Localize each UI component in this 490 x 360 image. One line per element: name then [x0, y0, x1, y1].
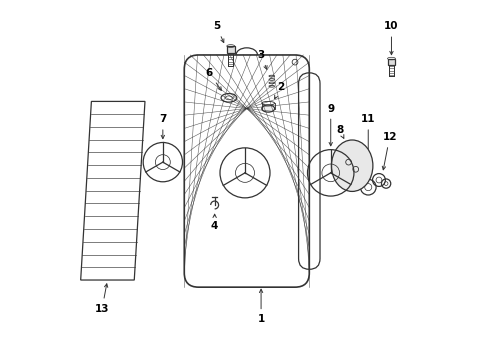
FancyBboxPatch shape: [227, 46, 235, 53]
Text: 8: 8: [336, 125, 344, 138]
Text: 5: 5: [213, 21, 224, 42]
Text: 1: 1: [257, 289, 265, 324]
Text: 4: 4: [211, 214, 219, 231]
Text: 13: 13: [95, 284, 109, 314]
Text: 3: 3: [257, 50, 267, 69]
Ellipse shape: [262, 105, 275, 112]
Ellipse shape: [331, 140, 373, 192]
Text: 10: 10: [384, 21, 399, 55]
FancyBboxPatch shape: [388, 59, 395, 65]
Text: 11: 11: [361, 114, 375, 175]
Text: 7: 7: [159, 114, 167, 139]
Text: 6: 6: [206, 68, 221, 90]
Text: 9: 9: [327, 104, 334, 146]
Text: 2: 2: [275, 82, 284, 99]
Text: 12: 12: [382, 132, 397, 170]
